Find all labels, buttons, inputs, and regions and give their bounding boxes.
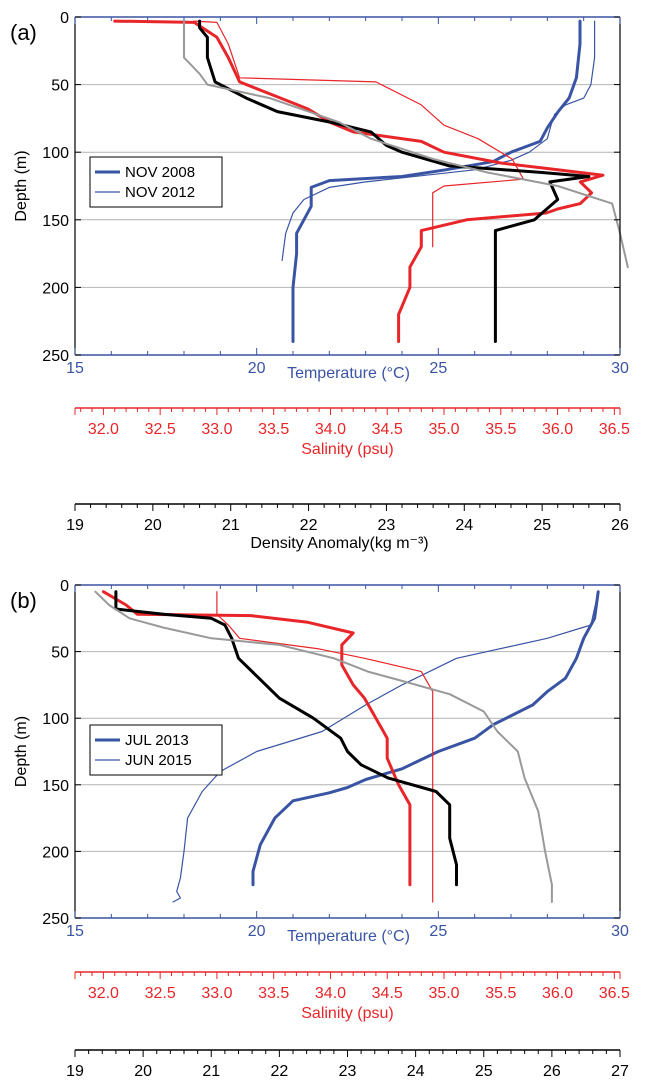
series-density-jul-2013: [114, 590, 458, 887]
density-tick-label: 20: [144, 517, 162, 534]
depth-tick-label: 150: [42, 778, 69, 795]
series-density-nov-2012: [183, 20, 629, 269]
density-tick-label: 25: [533, 517, 551, 534]
depth-tick-label: 0: [60, 578, 69, 595]
density-tick-label: 25: [475, 1063, 493, 1080]
salinity-tick-label: 34.0: [315, 985, 346, 1002]
series-salinity-jun-2015: [216, 591, 434, 903]
salinity-tick-label: 33.5: [258, 421, 289, 438]
density-tick-label: 21: [222, 517, 240, 534]
density-tick-label: 24: [407, 1063, 425, 1080]
depth-tick-label: 50: [51, 645, 69, 662]
density-axis-label: Density Anomaly(kg m⁻³): [250, 535, 428, 552]
density-tick-label: 23: [378, 517, 396, 534]
temperature-tick-label: 25: [429, 360, 447, 377]
legend-label: NOV 2012: [125, 184, 195, 201]
density-tick-label: 21: [202, 1063, 220, 1080]
depth-tick-label: 0: [60, 10, 69, 27]
legend-box: [89, 724, 223, 776]
legend-label: JUN 2015: [125, 752, 192, 769]
salinity-tick-label: 35.0: [428, 421, 459, 438]
salinity-tick-label: 33.0: [201, 985, 232, 1002]
depth-tick-label: 250: [42, 348, 69, 365]
series-temperature-jun-2015: [172, 591, 599, 903]
temperature-tick-label: 20: [248, 923, 266, 940]
salinity-axis-label: Salinity (psu): [301, 441, 393, 458]
density-tick-label: 19: [66, 517, 84, 534]
legend-label: JUL 2013: [125, 732, 189, 749]
salinity-tick-label: 35.0: [428, 985, 459, 1002]
depth-tick-label: 100: [42, 145, 69, 162]
depth-tick-label: 50: [51, 78, 69, 95]
series-temperature-nov-2008: [291, 19, 582, 343]
temperature-tick-label: 20: [248, 360, 266, 377]
salinity-tick-label: 32.5: [145, 421, 176, 438]
depth-tick-label: 250: [42, 911, 69, 928]
salinity-tick-label: 36.0: [542, 985, 573, 1002]
depth-tick-label: 200: [42, 844, 69, 861]
series-salinity-jul-2013: [101, 590, 412, 887]
density-tick-label: 22: [270, 1063, 288, 1080]
density-tick-label: 19: [66, 1063, 84, 1080]
series-salinity-nov-2012: [193, 20, 525, 248]
density-tick-label: 23: [339, 1063, 357, 1080]
salinity-tick-label: 35.5: [485, 985, 516, 1002]
density-tick-label: 27: [611, 1063, 629, 1080]
density-tick-label: 26: [543, 1063, 561, 1080]
density-tick-label: 20: [134, 1063, 152, 1080]
temperature-tick-label: 15: [66, 360, 84, 377]
temperature-tick-label: 30: [611, 923, 629, 940]
temperature-axis-label: Temperature (°C): [287, 365, 410, 382]
depth-tick-label: 150: [42, 213, 69, 230]
legend-box: [89, 156, 223, 208]
density-tick-label: 22: [300, 517, 318, 534]
chart-panel-2: (b) 0 50 100 150 200 250 Depth (m) 15 20 25 30 Tempe…: [10, 578, 630, 1082]
series-temperature-nov-2012: [281, 20, 596, 261]
salinity-tick-label: 33.5: [258, 985, 289, 1002]
temperature-tick-label: 25: [429, 923, 447, 940]
depth-axis-label: Depth (m): [13, 716, 30, 787]
salinity-tick-label: 32.0: [88, 985, 119, 1002]
salinity-tick-label: 36.5: [599, 985, 630, 1002]
salinity-tick-label: 34.5: [372, 421, 403, 438]
salinity-tick-label: 32.5: [145, 985, 176, 1002]
salinity-tick-label: 34.5: [372, 985, 403, 1002]
salinity-axis-label: Salinity (psu): [301, 1005, 393, 1022]
salinity-tick-label: 36.5: [599, 421, 630, 438]
salinity-tick-label: 32.0: [88, 421, 119, 438]
series-salinity-nov-2008: [113, 19, 605, 343]
chart-panel-1: (a) 0 50 100 150 200 250 Depth (m) 15 20 25 30 Tempe…: [10, 10, 630, 552]
depth-tick-label: 200: [42, 280, 69, 297]
salinity-tick-label: 36.0: [542, 421, 573, 438]
panel-label: (b): [10, 588, 37, 613]
salinity-tick-label: 33.0: [201, 421, 232, 438]
depth-axis-label: Depth (m): [13, 150, 30, 221]
temperature-tick-label: 15: [66, 923, 84, 940]
series-density-jun-2015: [94, 590, 553, 903]
salinity-tick-label: 34.0: [315, 421, 346, 438]
density-tick-label: 24: [455, 517, 473, 534]
temperature-tick-label: 30: [611, 360, 629, 377]
legend-label: NOV 2008: [125, 164, 195, 181]
series-temperature-jul-2013: [251, 590, 600, 887]
panel-label: (a): [10, 20, 37, 45]
depth-tick-label: 100: [42, 711, 69, 728]
salinity-tick-label: 35.5: [485, 421, 516, 438]
density-tick-label: 26: [611, 517, 629, 534]
series-density-nov-2008: [198, 19, 591, 343]
temperature-axis-label: Temperature (°C): [287, 928, 410, 945]
